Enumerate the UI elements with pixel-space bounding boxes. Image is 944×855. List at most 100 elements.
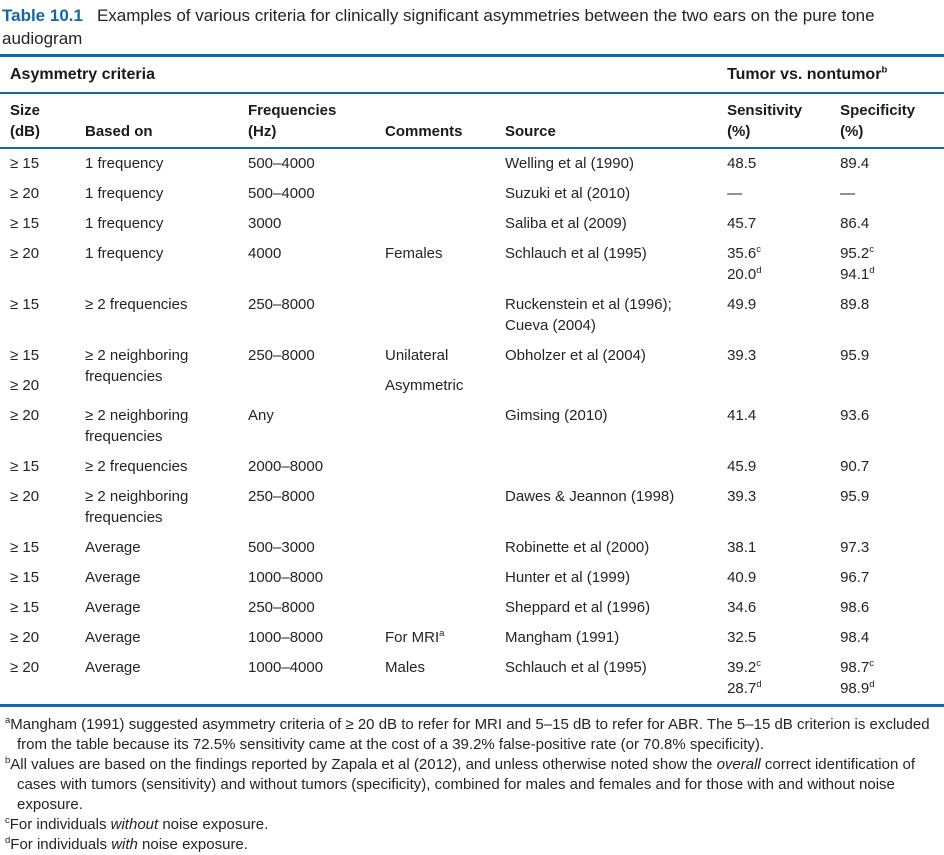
footnote-b: bAll values are based on the findings re…: [0, 755, 944, 815]
cell-size: ≥ 15: [0, 452, 85, 482]
cell-specificity: 97.3: [840, 533, 944, 563]
cell-line: Welling et al (1990): [505, 155, 634, 172]
cell-line: 97.3: [840, 539, 870, 556]
cell-based-on: ≥ 2 neighboring frequencies: [85, 341, 248, 401]
cell-line: 95.9: [840, 488, 870, 505]
cell-size: ≥ 20: [0, 623, 85, 653]
cell-line: 49.9: [727, 296, 757, 313]
cell-line: 500–3000: [248, 539, 315, 556]
cell-specificity: 98.4: [840, 623, 944, 653]
cell-line: Saliba et al (2009): [505, 215, 627, 232]
cell-based-on: 1 frequency: [85, 209, 248, 239]
cell-comments: [385, 179, 505, 209]
footnote-d: dFor individuals with noise exposure.: [0, 835, 944, 855]
cell-line: 28.7d: [727, 679, 762, 697]
cell-line: ≥ 20: [10, 185, 40, 202]
cell-source: Schlauch et al (1995): [505, 653, 727, 706]
cell-sensitivity: 40.9: [727, 563, 840, 593]
cell-sensitivity: 39.3: [727, 341, 840, 401]
cell-source: Robinette et al (2000): [505, 533, 727, 563]
cell-line: ≥ 15: [10, 347, 40, 364]
cell-line: 98.4: [840, 629, 870, 646]
group-header-row: Asymmetry criteria Tumor vs. nontumorb: [0, 55, 944, 94]
column-header-based-on: Based on: [85, 93, 248, 149]
column-header-specificity: Specificity (%): [840, 93, 944, 149]
footnote-ref-b: b: [881, 64, 888, 76]
cell-frequencies: Any: [248, 401, 385, 452]
footnote-text: All values are based on the findings rep…: [10, 756, 717, 773]
footnote-text: noise exposure.: [158, 816, 269, 833]
footnote-text: Mangham (1991) suggested asymmetry crite…: [10, 716, 930, 753]
cell-line: 39.2c: [727, 658, 762, 676]
cell-line: ≥ 20: [10, 629, 40, 646]
cell-sensitivity: 32.5: [727, 623, 840, 653]
column-header-size: Size (dB): [0, 93, 85, 149]
cell-line: 45.9: [727, 458, 757, 475]
footnote-ref-d: d: [869, 265, 875, 276]
cell-line: 34.6: [727, 599, 757, 616]
column-header-source: Source: [505, 93, 728, 149]
cell-line: ≥ 2 frequencies: [85, 296, 188, 313]
cell-comments: [385, 482, 505, 533]
cell-sensitivity: 35.6c 20.0d: [727, 239, 840, 290]
cell-line: 250–8000: [248, 488, 315, 505]
cell-line: 98.7c: [840, 658, 875, 676]
cell-specificity: 89.8: [840, 290, 944, 341]
cell-size: ≥ 15 ≥ 20: [0, 341, 85, 401]
cell-line: 250–8000: [248, 296, 315, 313]
cell-line: (dB): [10, 123, 40, 140]
cell-source: Hunter et al (1999): [505, 563, 727, 593]
cell-line: ≥ 2 neighboring: [85, 488, 189, 505]
cell-line: ≥ 15: [10, 155, 40, 172]
caption-text: Examples of various criteria for clinica…: [2, 6, 875, 48]
cell-based-on: 1 frequency: [85, 148, 248, 179]
footnote-text: correct identification of cases with tum…: [17, 756, 916, 813]
cell-line: ≥ 15: [10, 296, 40, 313]
table-row: ≥ 15 ≥ 2 frequencies 250–8000 Ruckenstein e…: [0, 290, 944, 341]
footnote-text: For individuals: [10, 836, 112, 853]
footnote-ref-a: a: [439, 628, 445, 639]
cell-line: Specificity: [840, 102, 916, 119]
cell-line: ≥ 15: [10, 569, 40, 586]
cell-line: Cueva (2004): [505, 317, 596, 334]
cell-size: ≥ 15: [0, 209, 85, 239]
cell-frequencies: 250–8000: [248, 341, 385, 401]
cell-source: Dawes & Jeannon (1998): [505, 482, 727, 533]
cell-frequencies: 2000–8000: [248, 452, 385, 482]
cell-source: Ruckenstein et al (1996); Cueva (2004): [505, 290, 727, 341]
cell-comments: [385, 593, 505, 623]
cell-comments: [385, 452, 505, 482]
cell-specificity: 95.9: [840, 482, 944, 533]
cell-source: Gimsing (2010): [505, 401, 727, 452]
cell-line: (%): [727, 123, 751, 140]
cell-specificity: 98.6: [840, 593, 944, 623]
table-row: ≥ 20 ≥ 2 neighboring frequencies Any Gimsing…: [0, 401, 944, 452]
cell-line: Sheppard et al (1996): [505, 599, 651, 616]
cell-specificity: 95.9: [840, 341, 944, 401]
cell-comments: [385, 401, 505, 452]
cell-line: ≥ 15: [10, 599, 40, 616]
table-row: ≥ 15 Average 1000–8000 Hunter et al (1999) 4…: [0, 563, 944, 593]
cell-line: ≥ 20: [10, 488, 40, 505]
footnote-ref-d: d: [869, 679, 875, 690]
cell-line: Schlauch et al (1995): [505, 245, 647, 262]
cell-specificity: 90.7: [840, 452, 944, 482]
table-row: ≥ 15 ≥ 2 frequencies 2000–8000 45.9 90.7: [0, 452, 944, 482]
cell-size: ≥ 15: [0, 533, 85, 563]
footnote-ref-c: c: [869, 244, 875, 255]
footnote-marker: c: [5, 815, 10, 826]
cell-line: 98.6: [840, 599, 870, 616]
cell-specificity: 89.4: [840, 148, 944, 179]
table-caption: Table 10.1 Examples of various criteria f…: [0, 4, 944, 50]
cell-sensitivity: 39.2c 28.7d: [727, 653, 840, 706]
cell-specificity: 86.4: [840, 209, 944, 239]
footnote-text: For individuals: [9, 816, 111, 833]
cell-line: 1000–8000: [248, 629, 324, 646]
cell-specificity: 93.6: [840, 401, 944, 452]
cell-line: ≥ 2 neighboring: [85, 347, 189, 364]
cell-line: 1 frequency: [85, 245, 164, 262]
cell-size: ≥ 20: [0, 401, 85, 452]
cell-line: Average: [85, 539, 141, 556]
cell-sensitivity: 45.7: [727, 209, 840, 239]
